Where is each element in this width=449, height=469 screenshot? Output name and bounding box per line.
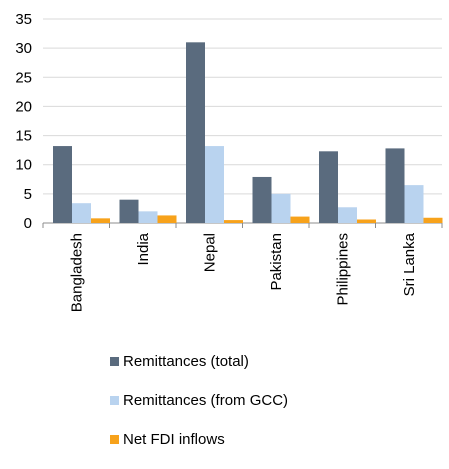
y-tick-label: 25 xyxy=(15,69,32,86)
legend-item-net-fdi: Net FDI inflows xyxy=(110,430,288,449)
legend-swatch xyxy=(110,435,119,444)
bar xyxy=(290,216,310,223)
chart-container: 0 5 10 15 20 25 30 35 Bangladesh India Nepal Pakist… xyxy=(15,11,443,448)
legend-label: Remittances (from GCC) xyxy=(123,392,289,409)
y-tick-label: 20 xyxy=(15,98,32,115)
y-tick-label: 15 xyxy=(15,128,32,145)
x-tick-label: Bangladesh xyxy=(68,233,85,312)
bar xyxy=(319,151,338,223)
x-tick-label: Nepal xyxy=(201,233,218,272)
y-tick-label: 10 xyxy=(15,157,32,174)
x-tick-label: India xyxy=(135,232,152,265)
y-tick-label: 5 xyxy=(24,186,32,203)
legend-item-remittances-gcc: Remittances (from GCC) xyxy=(110,391,288,410)
bar xyxy=(423,217,443,223)
bar xyxy=(157,215,177,223)
legend-item-remittances-total: Remittances (total) xyxy=(110,352,288,371)
bar xyxy=(138,211,158,223)
bar xyxy=(205,146,224,223)
bar xyxy=(338,207,357,223)
legend-swatch xyxy=(110,357,119,366)
x-tick-label: Philippines xyxy=(334,233,351,306)
y-tick-label: 30 xyxy=(15,40,32,57)
legend-label: Remittances (total) xyxy=(123,353,249,370)
y-tick-label: 0 xyxy=(24,215,32,232)
legend-swatch xyxy=(110,396,119,405)
bar xyxy=(357,219,376,223)
bar-chart: 0 5 10 15 20 25 30 35 Bangladesh India Nepal Pakist… xyxy=(15,11,443,312)
bar xyxy=(91,218,110,223)
bar xyxy=(186,42,205,223)
bar xyxy=(252,176,272,223)
bar xyxy=(119,199,139,223)
bar xyxy=(72,203,91,223)
legend: Remittances (total) Remittances (from GC… xyxy=(110,352,288,469)
bar xyxy=(271,193,291,223)
legend-label: Net FDI inflows xyxy=(123,431,225,448)
x-tick-label: Pakistan xyxy=(268,233,285,291)
bar xyxy=(385,148,405,223)
bar xyxy=(53,146,72,223)
y-tick-label: 35 xyxy=(15,11,32,28)
x-tick-label: Sri Lanka xyxy=(401,232,418,296)
bar xyxy=(224,220,243,223)
bar xyxy=(404,185,424,223)
